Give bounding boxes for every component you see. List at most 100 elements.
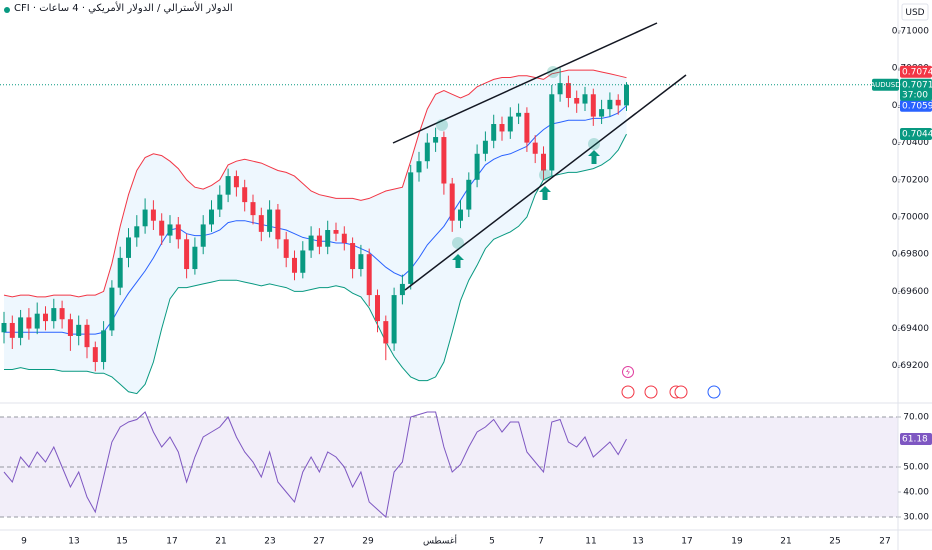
candle-body xyxy=(67,319,73,336)
rsi-tick-label: 30.00 xyxy=(903,513,929,523)
candle-body xyxy=(192,246,198,270)
touch-markers xyxy=(436,66,600,249)
candle-body xyxy=(184,239,190,270)
y-tick-label: 0.69800 xyxy=(892,250,929,260)
up-arrow xyxy=(588,150,600,164)
x-tick-label: 17 xyxy=(166,537,177,547)
currency: USD xyxy=(905,8,924,18)
touch-marker xyxy=(452,237,464,249)
candle-body xyxy=(175,224,181,240)
price-tag-label: 0.70711 xyxy=(902,80,932,90)
x-tick-label: 27 xyxy=(313,537,324,547)
candle-body xyxy=(109,287,115,331)
rsi-tick-label: 40.00 xyxy=(903,488,929,498)
price-tag xyxy=(900,65,932,78)
candle-body xyxy=(524,112,530,143)
touch-marker xyxy=(539,169,551,181)
price-tag-label: 0.70749 xyxy=(902,67,932,77)
candle-body xyxy=(449,183,455,221)
candle-body xyxy=(624,84,629,106)
event-icon xyxy=(626,368,630,376)
candle-body xyxy=(76,324,82,336)
event-icon xyxy=(644,385,658,399)
symbol-label: AUDUSD xyxy=(870,81,900,89)
candle-body xyxy=(134,226,140,238)
x-tick-label: 17 xyxy=(681,537,692,547)
x-tick-label: 5 xyxy=(489,537,495,547)
status-dot xyxy=(4,7,10,13)
x-tick-label: 11 xyxy=(585,537,596,547)
candle-body xyxy=(391,295,397,344)
events xyxy=(621,366,721,399)
price-tag-label: 0.70446 xyxy=(902,130,932,140)
x-tick-label: 27 xyxy=(879,537,890,547)
candle-body xyxy=(59,308,65,320)
candle-body xyxy=(474,153,480,180)
rsi-tick-label: 50.00 xyxy=(903,463,929,473)
x-tick-label: 19 xyxy=(731,537,743,547)
band-line xyxy=(4,105,627,335)
x-tick-label: 29 xyxy=(362,537,374,547)
event-icon xyxy=(621,385,635,399)
event-icon xyxy=(674,385,688,399)
candle-body xyxy=(491,124,497,141)
price-tag xyxy=(900,128,932,141)
candle-body xyxy=(441,137,447,184)
candle-body xyxy=(333,230,339,234)
marks xyxy=(0,68,898,518)
x-tick-label: 25 xyxy=(829,537,840,547)
candle-body xyxy=(267,209,273,232)
y-tick-label: 0.69200 xyxy=(892,361,929,371)
candle-body xyxy=(150,209,156,221)
x-tick-label: 7 xyxy=(538,537,544,547)
candle-body xyxy=(217,194,223,210)
x-tick-label: 21 xyxy=(215,537,226,547)
candle-body xyxy=(408,172,414,284)
countdown: 37:00 xyxy=(902,90,928,100)
candle-body xyxy=(242,187,248,203)
up-arrow xyxy=(539,186,551,200)
y-tick-label: 0.69600 xyxy=(892,287,929,297)
touch-marker xyxy=(547,66,559,78)
x-tick-label: 15 xyxy=(116,537,127,547)
candle-body xyxy=(582,94,588,104)
candle-body xyxy=(300,250,306,273)
candle-body xyxy=(607,99,613,110)
x-tick-label: 23 xyxy=(264,537,275,547)
candle-body xyxy=(549,94,555,171)
candle-body xyxy=(482,140,488,154)
y-tick-label: 0.70200 xyxy=(892,175,929,185)
candle-body xyxy=(233,176,239,188)
candle-body xyxy=(200,224,206,247)
candle-body xyxy=(250,202,256,216)
candle-body xyxy=(433,137,439,143)
candle-body xyxy=(458,209,463,221)
candle-body xyxy=(34,313,40,329)
band-line xyxy=(3,69,627,298)
axes: 0.69200 0.69400 0.69600 0.69800 0.70000 0.702… xyxy=(21,27,932,547)
candle-body xyxy=(499,124,505,132)
candle-body xyxy=(383,321,389,344)
y-tick-label: 0.70400 xyxy=(892,138,929,148)
x-tick-label: 9 xyxy=(21,537,27,547)
price-tag xyxy=(900,433,932,446)
candle-body xyxy=(366,254,372,296)
y-tick-label: 0.70000 xyxy=(892,212,929,222)
up-arrow xyxy=(452,254,464,268)
candle-body xyxy=(258,215,264,232)
price-tag-label: 0.70598 xyxy=(902,101,932,111)
price-tag-label: 61.18 xyxy=(902,435,928,445)
candle-body xyxy=(92,347,98,363)
band-line xyxy=(4,133,627,395)
candle-body xyxy=(9,322,15,338)
symbol-tag xyxy=(872,78,899,91)
candle-body xyxy=(590,94,596,117)
candle-body xyxy=(18,317,24,338)
candle-body xyxy=(316,235,322,247)
candle-body xyxy=(292,257,297,273)
trend-line xyxy=(404,74,687,291)
x-tick-label: 13 xyxy=(68,537,79,547)
candle-body xyxy=(599,109,605,117)
